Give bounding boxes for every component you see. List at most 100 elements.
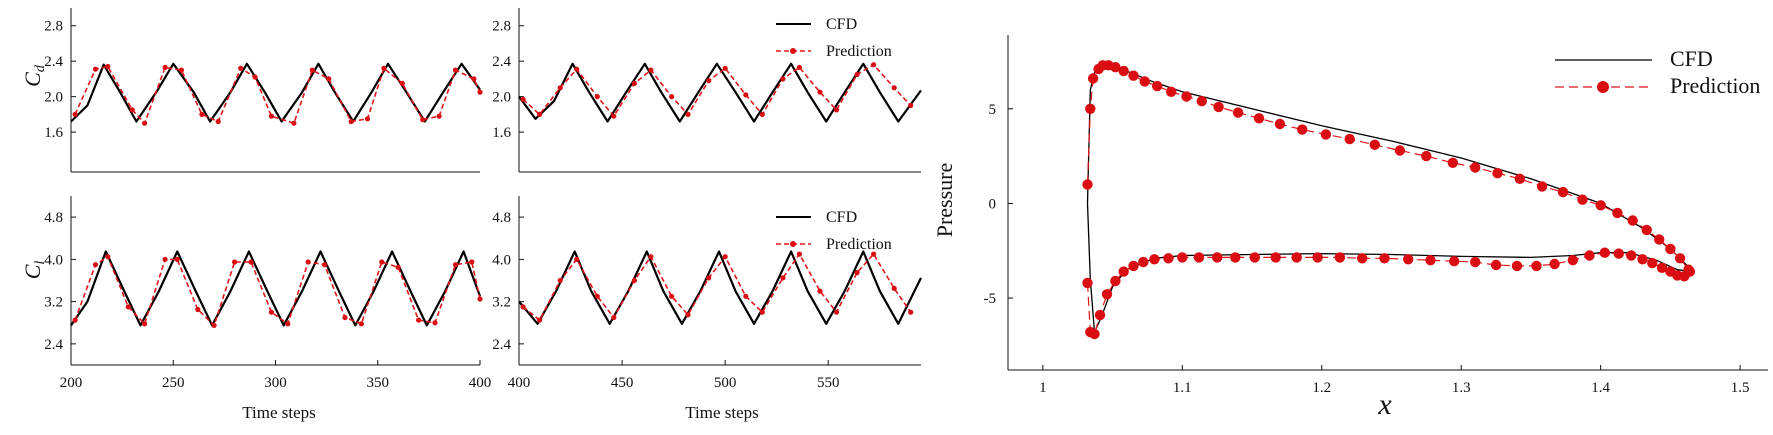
prediction-point [1684,266,1696,277]
prediction-point [129,107,135,113]
prediction-point [379,259,385,265]
panel-cd-right-legend: CFD Prediction [776,16,892,60]
legend-prediction-marker [790,48,796,54]
prediction-point [1152,80,1163,92]
y-tick-label: 2.4 [44,54,63,70]
prediction-point [142,321,148,327]
y-tick-label: -5 [984,291,997,307]
y-tick-label: 4.0 [44,252,63,268]
prediction-point [1514,173,1526,184]
prediction-point [1656,262,1668,273]
prediction-point [1094,309,1106,321]
prediction-point [322,262,328,268]
y-tick-label: 2.0 [492,90,511,106]
prediction-point [238,65,244,71]
prediction-point [1249,252,1261,263]
prediction-point [1163,253,1174,264]
prediction-point [1213,101,1224,113]
prediction-point [520,96,526,102]
legend-prediction-label: Prediction [826,236,892,253]
prediction-point [871,251,877,257]
prediction-point [1128,70,1139,81]
prediction-point [1085,103,1096,115]
prediction-point [1536,181,1548,192]
cfd-line [70,250,482,327]
panel-pressure: -5 0 5 1 1.1 1.2 1.3 1.4 1.5 Pressure x CFD Pre… [932,35,1768,421]
prediction-point [631,277,638,284]
panel-cl-left-series [70,250,483,328]
prediction-point [722,65,728,71]
prediction-point [309,67,315,73]
y-tick-label: 2.0 [44,90,63,106]
cl-right-xlabel: Time steps [685,403,759,422]
prediction-point [796,64,803,70]
prediction-point [1149,254,1160,265]
prediction-point [537,317,543,323]
prediction-point [611,113,617,119]
prediction-point [1449,256,1460,267]
prediction-point [1674,253,1686,264]
prediction-point [1177,252,1188,263]
prediction-point [1584,250,1595,261]
legend-prediction-marker [790,241,796,247]
prediction-point [594,94,600,100]
pressure-xlabel: x [1377,388,1392,421]
y-tick-label: 1.6 [44,125,63,141]
prediction-point [557,85,563,91]
prediction-point [669,293,675,299]
prediction-point [1357,253,1368,264]
panel-cd-left: 1.6 2.0 2.4 2.8 Cd [20,8,483,173]
prediction-point [1118,65,1129,77]
prediction-point [854,71,860,78]
prediction-point [1270,252,1281,263]
prediction-point [469,259,475,265]
prediction-point [1654,234,1665,245]
prediction-point [1421,150,1432,162]
prediction-point [1312,252,1323,263]
prediction-point [305,259,311,265]
prediction-point [1470,256,1481,268]
panel-cl-left-y-ticks: 2.4 3.2 4.0 4.8 [44,210,76,353]
prediction-point [477,89,483,95]
prediction-point [891,285,897,291]
y-tick-label: 2.4 [44,337,63,353]
prediction-point [195,306,201,313]
prediction-point [1110,61,1121,73]
cfd-line [518,250,922,325]
prediction-point [1128,260,1139,272]
prediction-point [1599,247,1611,258]
prediction-point [1166,86,1177,98]
x-tick-label: 250 [162,375,185,391]
prediction-point [1612,207,1623,219]
prediction-point [685,111,691,117]
prediction-point [436,113,442,119]
panel-cd-right: 1.6 2.0 2.4 2.8 CFD Prediction [492,8,922,173]
prediction-point [611,314,617,321]
prediction-point [1470,162,1481,173]
prediction-point [1394,145,1406,156]
prediction-point [574,256,580,262]
legend-prediction-label: Prediction [1670,73,1760,98]
prediction-point [1447,157,1459,168]
prediction-point [706,275,712,281]
prediction-point [908,309,914,315]
prediction-point [780,275,786,281]
prediction-point [1626,250,1637,261]
prediction-point [1139,76,1150,87]
x-tick-label: 450 [611,375,634,391]
prediction-point [908,102,914,109]
legend-prediction-label: Prediction [826,43,892,60]
cl-left-xlabel: Time steps [242,403,316,422]
panel-cl-right-series [518,250,922,325]
panel-cl-right-y-ticks: 2.4 3.2 4.0 4.8 [492,210,524,353]
prediction-point [1320,129,1332,140]
prediction-point [1557,186,1569,198]
prediction-point [342,314,348,321]
cd-axis-label: Cd [20,64,48,87]
prediction-point [706,78,712,84]
prediction-point [537,111,543,117]
legend-prediction-marker [1597,81,1609,93]
prediction-point [1369,139,1381,150]
prediction-point [1118,266,1129,277]
prediction-point [1567,255,1579,266]
